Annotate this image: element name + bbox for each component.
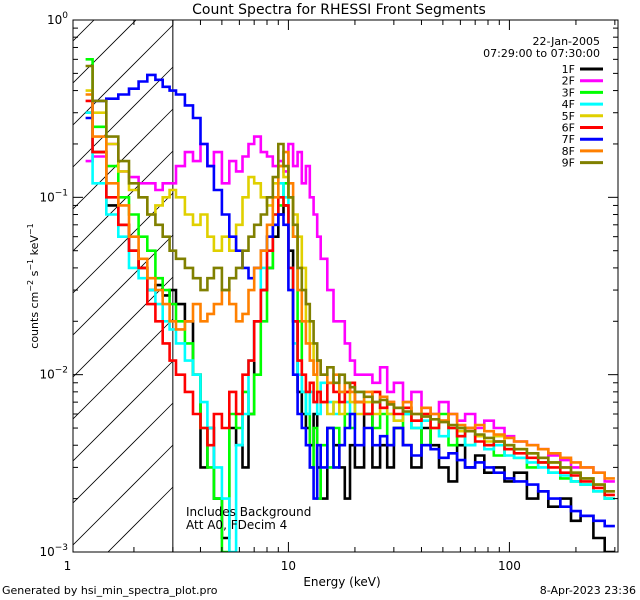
legend-label-7f: 7F — [562, 133, 575, 146]
legend-label-1f: 1F — [562, 63, 575, 76]
x-tick-label: 1 — [64, 559, 72, 573]
legend-label-5f: 5F — [562, 110, 575, 123]
y-tick-label: 100 — [47, 11, 68, 27]
series-line-9f — [85, 64, 615, 493]
footer-timestamp: 8-Apr-2023 23:36 — [540, 584, 636, 597]
legend-label-8f: 8F — [562, 145, 575, 158]
hatched-region — [73, 20, 174, 552]
series-line-2f — [85, 135, 615, 483]
date-label: 22-Jan-2005 — [533, 35, 601, 48]
legend-label-2f: 2F — [562, 75, 575, 88]
series-line-7f — [85, 73, 615, 528]
legend-label-9f: 9F — [562, 157, 575, 170]
x-tick-label: 10 — [281, 559, 296, 573]
footer-generated-by: Generated by hsi_min_spectra_plot.pro — [2, 584, 218, 597]
series-line-4f — [85, 111, 615, 552]
y-tick-label: 10−1 — [39, 188, 68, 204]
legend-label-3f: 3F — [562, 86, 575, 99]
x-axis-label: Energy (keV) — [303, 575, 380, 589]
hatch-lines — [73, 20, 174, 552]
time-range-label: 07:29:00 to 07:30:00 — [483, 47, 600, 60]
series-line-8f — [85, 93, 615, 480]
chart-title: Count Spectra for RHESSI Front Segments — [192, 2, 486, 18]
y-tick-label: 10−2 — [39, 366, 68, 382]
legend-label-4f: 4F — [562, 98, 575, 111]
plot-frame — [72, 19, 619, 553]
annotation-attenuator: Att A0, FDecim 4 — [186, 518, 287, 532]
y-axis-label: counts cm−2 s−1 keV−1 — [26, 223, 41, 348]
y-tick-label: 10−3 — [39, 543, 68, 559]
series-line-6f — [85, 99, 615, 497]
annotation-background: Includes Background — [186, 505, 311, 519]
series-line-1f — [85, 111, 615, 552]
x-tick-label: 100 — [498, 559, 521, 573]
legend-label-6f: 6F — [562, 122, 575, 135]
series-line-5f — [85, 89, 615, 493]
